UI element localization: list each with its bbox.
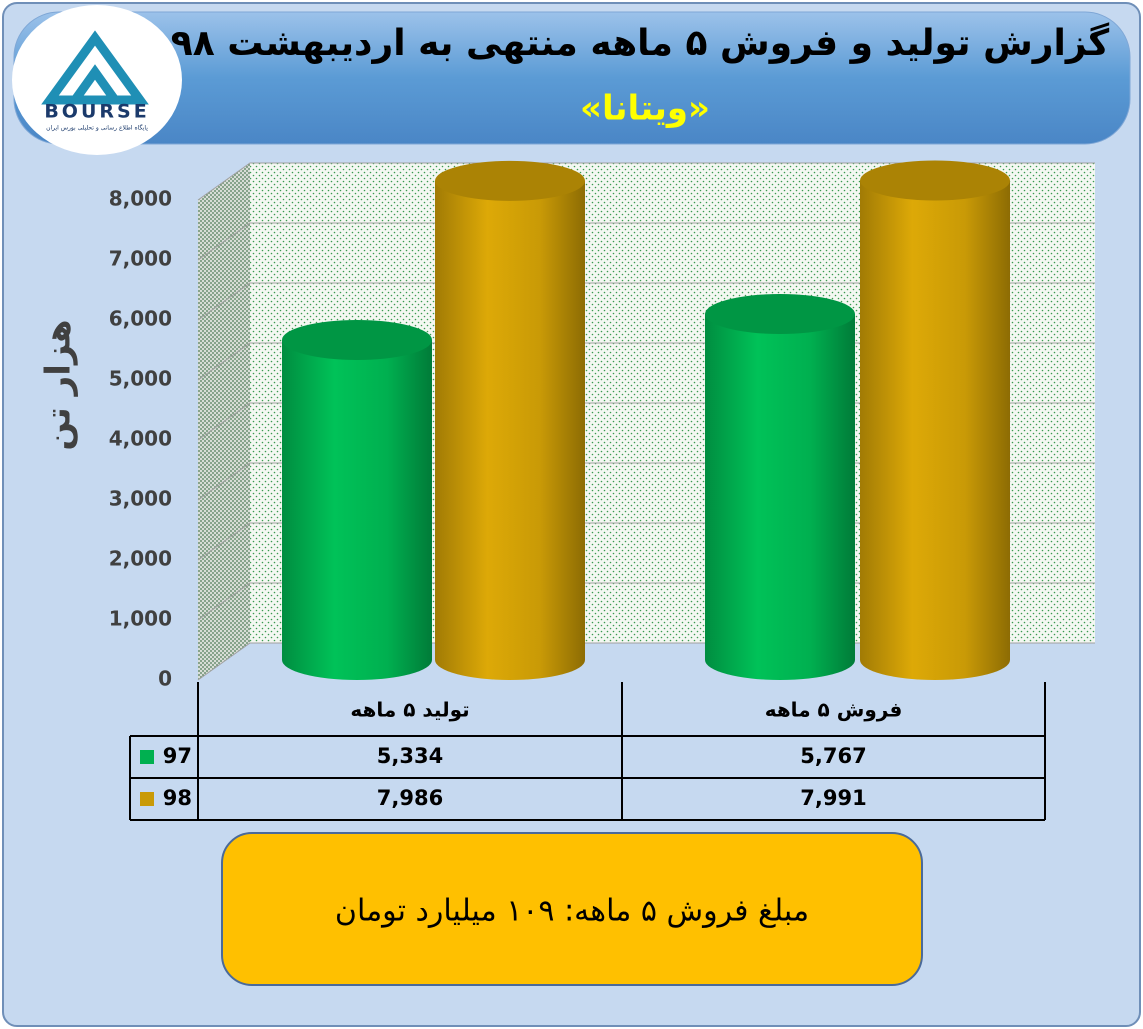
y-tick-label: 3,000	[109, 487, 172, 511]
grid-line	[197, 222, 1095, 261]
table-value: 5,334	[377, 744, 443, 768]
cylinder	[860, 180, 1010, 681]
y-tick-label: 1,000	[109, 607, 172, 631]
legend-label: 98	[163, 786, 192, 810]
y-tick-label: 5,000	[109, 367, 172, 391]
x-tick-label: فروش ۵ ماهه	[765, 698, 903, 722]
cylinder-top	[435, 160, 585, 201]
annotation: مبلغ فروش ۵ ماهه: ۱۰۹ میلیارد تومان	[335, 894, 809, 929]
cylinder-top	[860, 160, 1010, 201]
y-tick-label: 4,000	[109, 427, 172, 451]
table-value: 7,991	[800, 786, 866, 810]
table-value: 7,986	[377, 786, 443, 810]
logo-caption: پایگاه اطلاع رسانی و تحلیلی بورس ایران	[46, 124, 148, 132]
y-tick-label: 7,000	[109, 247, 172, 271]
annotation-box	[221, 832, 923, 986]
grid-line	[197, 162, 1095, 201]
y-tick-label: 6,000	[109, 307, 172, 331]
y-tick-label: 8,000	[109, 187, 172, 211]
y-tick-label: 2,000	[109, 547, 172, 571]
logo-mark	[41, 30, 149, 105]
table-value: 5,767	[800, 744, 866, 768]
y-tick-label: 0	[158, 667, 172, 691]
cylinder-top	[705, 293, 855, 334]
legend-swatch	[140, 750, 154, 764]
legend-swatch	[140, 792, 154, 806]
logo-text: BOURSE	[44, 101, 149, 123]
cylinder	[705, 313, 855, 680]
cylinder	[435, 180, 585, 680]
cylinder	[282, 339, 432, 680]
chart-title: گزارش تولید و فروش ۵ ماهه منتهی به اردیب…	[171, 22, 1109, 64]
x-tick-label: تولید ۵ ماهه	[350, 698, 469, 722]
chart-subtitle: «ویتانا»	[580, 89, 710, 129]
cylinder-top	[282, 319, 432, 360]
y-axis-label: هزار تن	[39, 319, 79, 450]
legend-label: 97	[163, 744, 192, 768]
grid-line	[197, 282, 1095, 321]
